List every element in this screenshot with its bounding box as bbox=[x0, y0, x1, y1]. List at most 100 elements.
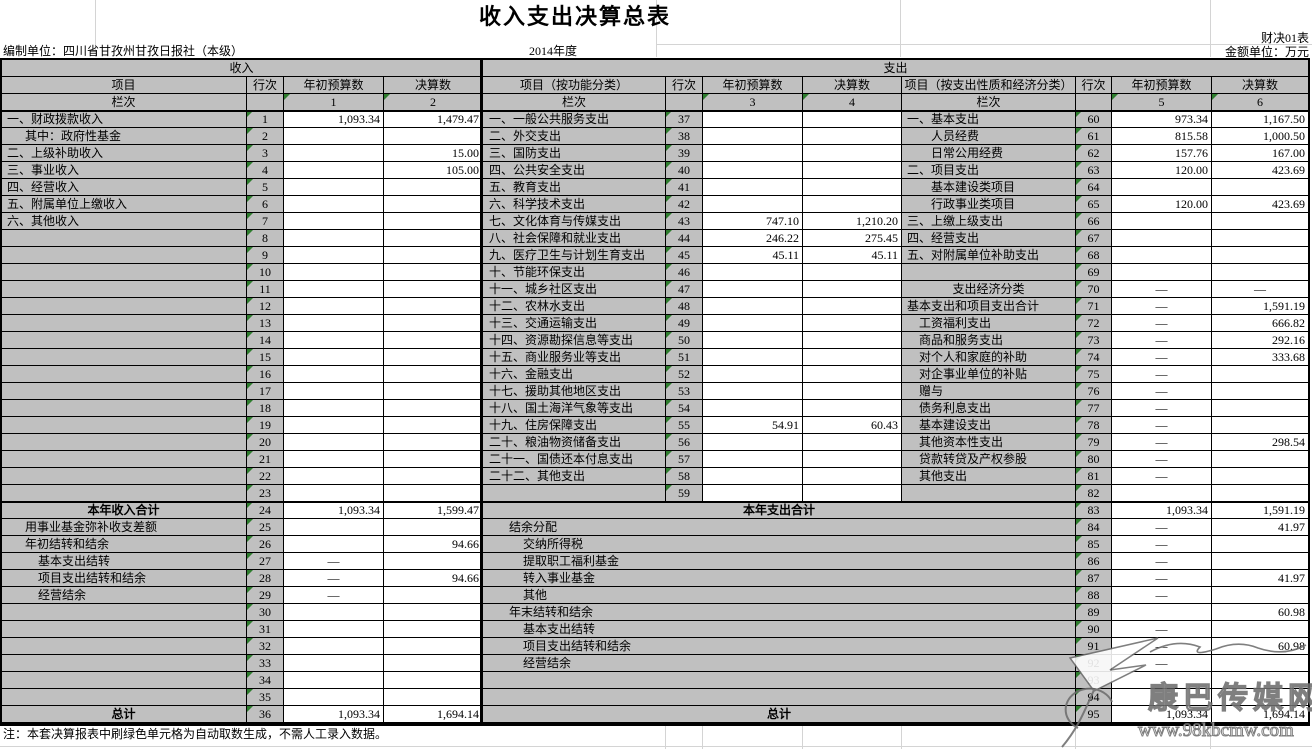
income-row-label[interactable]: 基本支出结转 bbox=[1, 553, 247, 570]
econ-row-number[interactable]: 63 bbox=[1076, 162, 1112, 179]
income-final-header[interactable]: 决算数 bbox=[384, 77, 483, 94]
income-final-cell[interactable] bbox=[384, 230, 483, 247]
income-row-number[interactable]: 6 bbox=[247, 196, 284, 213]
econ-row-number[interactable]: 90 bbox=[1076, 621, 1112, 638]
income-row-label[interactable] bbox=[1, 315, 247, 332]
func-budget-cell[interactable]: 45.11 bbox=[703, 247, 803, 264]
income-final-cell[interactable] bbox=[384, 128, 483, 145]
func-budget-cell[interactable] bbox=[703, 179, 803, 196]
func-row-label[interactable] bbox=[483, 485, 666, 502]
income-final-cell[interactable] bbox=[384, 400, 483, 417]
econ-budget-cell[interactable] bbox=[1112, 485, 1212, 502]
econ-row-number[interactable]: 84 bbox=[1076, 519, 1112, 536]
econ-row-number[interactable]: 62 bbox=[1076, 145, 1112, 162]
func-row-number[interactable]: 44 bbox=[666, 230, 703, 247]
func-row-number[interactable]: 59 bbox=[666, 485, 703, 502]
income-row-number[interactable]: 21 bbox=[247, 451, 284, 468]
econ-budget-cell[interactable]: — bbox=[1112, 468, 1212, 485]
income-budget-header[interactable]: 年初预算数 bbox=[284, 77, 384, 94]
income-final-cell[interactable] bbox=[384, 587, 483, 604]
income-budget-cell[interactable] bbox=[284, 366, 384, 383]
econ-row-number[interactable]: 78 bbox=[1076, 417, 1112, 434]
income-budget-cell[interactable] bbox=[284, 485, 384, 502]
income-final-cell[interactable] bbox=[384, 655, 483, 672]
econ-row-label[interactable]: 行政事业类项目 bbox=[902, 196, 1076, 213]
income-row-number[interactable]: 20 bbox=[247, 434, 284, 451]
income-row-number[interactable]: 23 bbox=[247, 485, 284, 502]
func-row-label[interactable]: 十一、城乡社区支出 bbox=[483, 281, 666, 298]
income-budget-cell[interactable] bbox=[284, 213, 384, 230]
income-row-label[interactable] bbox=[1, 604, 247, 621]
func-row-number[interactable]: 53 bbox=[666, 383, 703, 400]
func-final-cell[interactable] bbox=[803, 332, 902, 349]
econ-final-cell[interactable] bbox=[1212, 366, 1309, 383]
income-budget-cell[interactable]: — bbox=[284, 553, 384, 570]
income-row-number[interactable]: 22 bbox=[247, 468, 284, 485]
func-row-number[interactable]: 58 bbox=[666, 468, 703, 485]
income-final-cell[interactable]: 94.66 bbox=[384, 536, 483, 553]
econ-final-cell[interactable]: 1,591.19 bbox=[1212, 298, 1309, 315]
expense-summary-label[interactable]: 年末结转和结余 bbox=[483, 604, 1076, 621]
column-number-cell[interactable]: 1 bbox=[284, 94, 384, 111]
func-final-cell[interactable] bbox=[803, 468, 902, 485]
func-row-label[interactable]: 十三、交通运输支出 bbox=[483, 315, 666, 332]
econ-final-cell[interactable]: 1,167.50 bbox=[1212, 111, 1309, 128]
func-budget-cell[interactable] bbox=[703, 383, 803, 400]
column-number-cell[interactable]: 3 bbox=[703, 94, 803, 111]
income-final-cell[interactable]: 94.66 bbox=[384, 570, 483, 587]
econ-row-label[interactable]: 基本建设支出 bbox=[902, 417, 1076, 434]
econ-budget-cell[interactable]: — bbox=[1112, 332, 1212, 349]
func-final-cell[interactable] bbox=[803, 485, 902, 502]
econ-row-number[interactable]: 72 bbox=[1076, 315, 1112, 332]
econ-budget-cell[interactable]: — bbox=[1112, 451, 1212, 468]
econ-budget-cell[interactable]: — bbox=[1112, 281, 1212, 298]
expense-summary-label[interactable] bbox=[483, 689, 1076, 706]
econ-row-label[interactable]: 二、项目支出 bbox=[902, 162, 1076, 179]
func-row-label[interactable]: 十二、农林水支出 bbox=[483, 298, 666, 315]
func-row-number[interactable]: 48 bbox=[666, 298, 703, 315]
econ-budget-cell[interactable]: — bbox=[1112, 570, 1212, 587]
income-final-cell[interactable]: 1,479.47 bbox=[384, 111, 483, 128]
income-row-label[interactable] bbox=[1, 434, 247, 451]
func-row-number[interactable]: 55 bbox=[666, 417, 703, 434]
econ-budget-cell[interactable] bbox=[1112, 672, 1212, 689]
econ-budget-cell[interactable] bbox=[1112, 247, 1212, 264]
lanci-label[interactable]: 栏次 bbox=[902, 94, 1076, 111]
income-row-label[interactable] bbox=[1, 417, 247, 434]
func-final-cell[interactable] bbox=[803, 179, 902, 196]
income-row-label[interactable] bbox=[1, 349, 247, 366]
expense-summary-label[interactable]: 转入事业基金 bbox=[483, 570, 1076, 587]
func-budget-cell[interactable] bbox=[703, 468, 803, 485]
income-row-label[interactable]: 其中：政府性基金 bbox=[1, 128, 247, 145]
income-final-cell[interactable] bbox=[384, 417, 483, 434]
expense-summary-label[interactable]: 结余分配 bbox=[483, 519, 1076, 536]
econ-row-label[interactable]: 工资福利支出 bbox=[902, 315, 1076, 332]
econ-row-label[interactable] bbox=[902, 485, 1076, 502]
econ-budget-cell[interactable]: — bbox=[1112, 417, 1212, 434]
econ-budget-cell[interactable] bbox=[1112, 230, 1212, 247]
econ-row-number[interactable]: 89 bbox=[1076, 604, 1112, 621]
income-row-number[interactable]: 28 bbox=[247, 570, 284, 587]
func-row-number[interactable]: 40 bbox=[666, 162, 703, 179]
func-row-number[interactable]: 37 bbox=[666, 111, 703, 128]
func-row-label[interactable]: 八、社会保障和就业支出 bbox=[483, 230, 666, 247]
income-budget-cell[interactable]: — bbox=[284, 587, 384, 604]
income-row-number[interactable]: 36 bbox=[247, 706, 284, 723]
econ-row-number[interactable]: 71 bbox=[1076, 298, 1112, 315]
func-final-cell[interactable] bbox=[803, 434, 902, 451]
econ-row-number[interactable]: 67 bbox=[1076, 230, 1112, 247]
econ-budget-cell[interactable]: — bbox=[1112, 366, 1212, 383]
income-budget-cell[interactable] bbox=[284, 468, 384, 485]
income-row-number[interactable]: 35 bbox=[247, 689, 284, 706]
func-budget-cell[interactable] bbox=[703, 281, 803, 298]
income-row-number[interactable]: 32 bbox=[247, 638, 284, 655]
income-budget-cell[interactable] bbox=[284, 349, 384, 366]
income-final-cell[interactable] bbox=[384, 383, 483, 400]
econ-budget-cell[interactable]: 973.34 bbox=[1112, 111, 1212, 128]
income-budget-cell[interactable] bbox=[284, 621, 384, 638]
income-budget-cell[interactable]: 1,093.34 bbox=[284, 111, 384, 128]
income-final-cell[interactable]: 105.00 bbox=[384, 162, 483, 179]
lanci-label[interactable]: 栏次 bbox=[1, 94, 247, 111]
econ-budget-cell[interactable]: — bbox=[1112, 349, 1212, 366]
econ-budget-cell[interactable] bbox=[1112, 604, 1212, 621]
